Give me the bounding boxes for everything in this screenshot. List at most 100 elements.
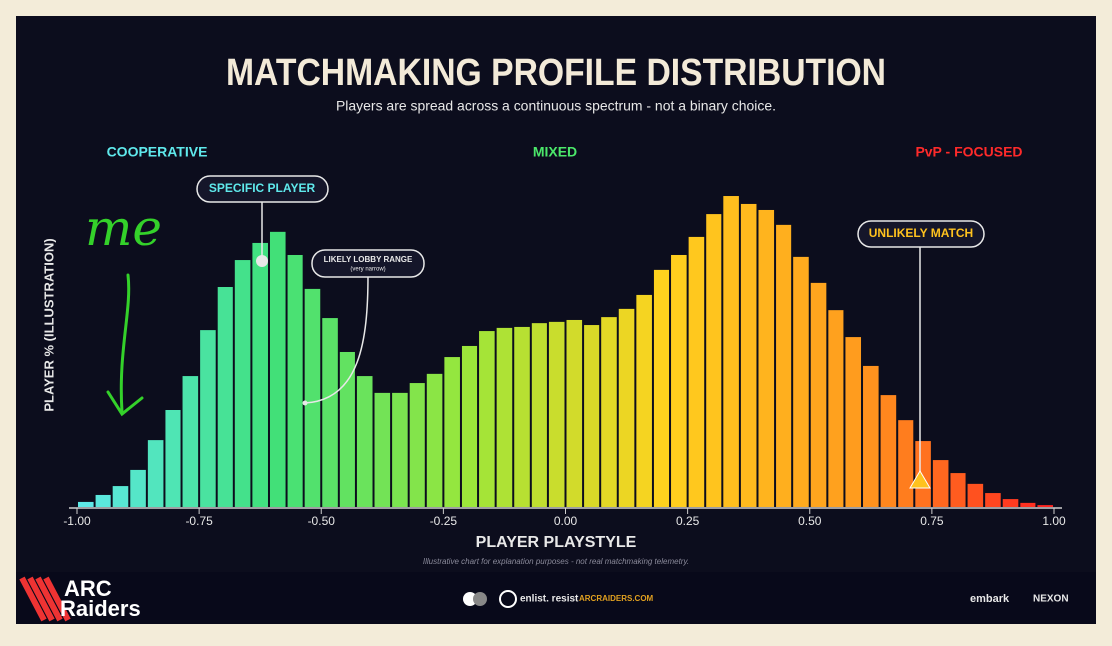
bar (915, 441, 931, 507)
bar (653, 269, 670, 507)
x-tick-label: 0.50 (798, 514, 822, 528)
annotation-box (857, 220, 985, 248)
logo: Raiders (60, 596, 141, 621)
bar (828, 310, 844, 507)
bar (531, 323, 547, 507)
annotation-dot (256, 255, 268, 267)
partner: NEXON (1033, 594, 1069, 605)
bar (426, 373, 443, 507)
chart-subtitle: Players are spread across a continuous s… (336, 98, 776, 114)
bar (776, 224, 792, 507)
logo-stripes (19, 576, 71, 622)
bar (112, 486, 129, 507)
chart-title: MATCHMAKING PROFILE DISTRIBUTION (226, 52, 886, 94)
annotation-dot (302, 400, 308, 406)
bar (584, 325, 600, 507)
bar (496, 327, 513, 507)
x-tick-label: -0.50 (308, 514, 336, 528)
bar (147, 440, 164, 507)
bar (793, 256, 809, 507)
bar (1020, 502, 1036, 507)
bar (601, 317, 617, 507)
region-label: COOPERATIVE (107, 144, 208, 160)
bar (618, 308, 635, 507)
footnote: Illustrative chart for explanation purpo… (423, 557, 689, 566)
x-axis-label: PLAYER PLAYSTYLE (476, 534, 637, 551)
bar (932, 460, 949, 507)
annotation: SPECIFIC PLAYER (209, 181, 316, 195)
logo: ARC (64, 576, 112, 601)
annotation-box (311, 249, 425, 278)
bar (671, 254, 687, 507)
annotation: (very narrow) (350, 267, 385, 273)
bar (182, 376, 199, 507)
chart-panel (16, 16, 1096, 624)
bar (1037, 505, 1053, 507)
bar (356, 376, 373, 507)
bar (863, 365, 879, 507)
x-tick-label: 1.00 (1042, 514, 1066, 528)
bar (810, 282, 827, 507)
bar (548, 321, 565, 507)
bar (880, 395, 897, 507)
bar (479, 331, 495, 507)
bar (252, 242, 268, 507)
bar (200, 330, 216, 507)
bar (758, 209, 775, 507)
bar (950, 473, 966, 507)
bar (1002, 499, 1019, 507)
bar (287, 254, 303, 507)
bar (845, 337, 862, 507)
bar (444, 357, 460, 507)
annotation: LIKELY LOBBY RANGE (324, 255, 413, 264)
bar (95, 494, 111, 507)
site: ARCRAIDERS.COM (579, 594, 654, 603)
x-tick-label: 0.75 (920, 514, 944, 528)
bar (514, 326, 530, 507)
bar (234, 260, 251, 507)
bar (688, 236, 705, 507)
partner: embark (970, 593, 1010, 605)
bar (339, 351, 355, 507)
bar (269, 231, 286, 507)
bar (723, 196, 739, 507)
bar (165, 409, 181, 507)
annotation-leader (304, 274, 369, 404)
x-tick-label: -0.75 (185, 514, 213, 528)
y-axis-label: PLAYER % (ILLUSTRATION) (41, 238, 56, 411)
bar (374, 392, 391, 507)
bar (740, 203, 757, 507)
bars (78, 196, 1053, 508)
bar (706, 214, 722, 508)
bar (217, 287, 233, 507)
x-axis: -1.00 -0.75 -0.50 -0.25 0.00 0.25 0.50 0.75 1.00 (63, 507, 1066, 528)
bar (636, 294, 652, 507)
bar (898, 420, 914, 507)
handwritten-arrow (106, 273, 144, 417)
bar (130, 469, 146, 507)
bar (78, 501, 94, 507)
region-label: PvP - FOCUSED (915, 144, 1022, 160)
annotation-marker (909, 470, 931, 489)
bar (461, 345, 478, 507)
icon (463, 592, 477, 606)
handwritten-note: me (85, 199, 162, 257)
bar (967, 483, 984, 507)
bar (392, 392, 408, 507)
bar (566, 319, 583, 507)
bar (322, 318, 338, 507)
annotation-box (196, 175, 329, 203)
bar (985, 493, 1001, 507)
bar (304, 288, 321, 507)
bar (409, 383, 425, 507)
icon (473, 592, 487, 606)
x-tick-label: 0.00 (554, 514, 578, 528)
annotation: UNLIKELY MATCH (869, 226, 973, 240)
footer-strip (16, 572, 1096, 624)
region-label: MIXED (533, 144, 577, 160)
icon (499, 590, 517, 608)
x-tick-label: -1.00 (63, 514, 91, 528)
x-tick-label: -0.25 (430, 514, 458, 528)
tagline: enlist. resist (520, 594, 579, 605)
